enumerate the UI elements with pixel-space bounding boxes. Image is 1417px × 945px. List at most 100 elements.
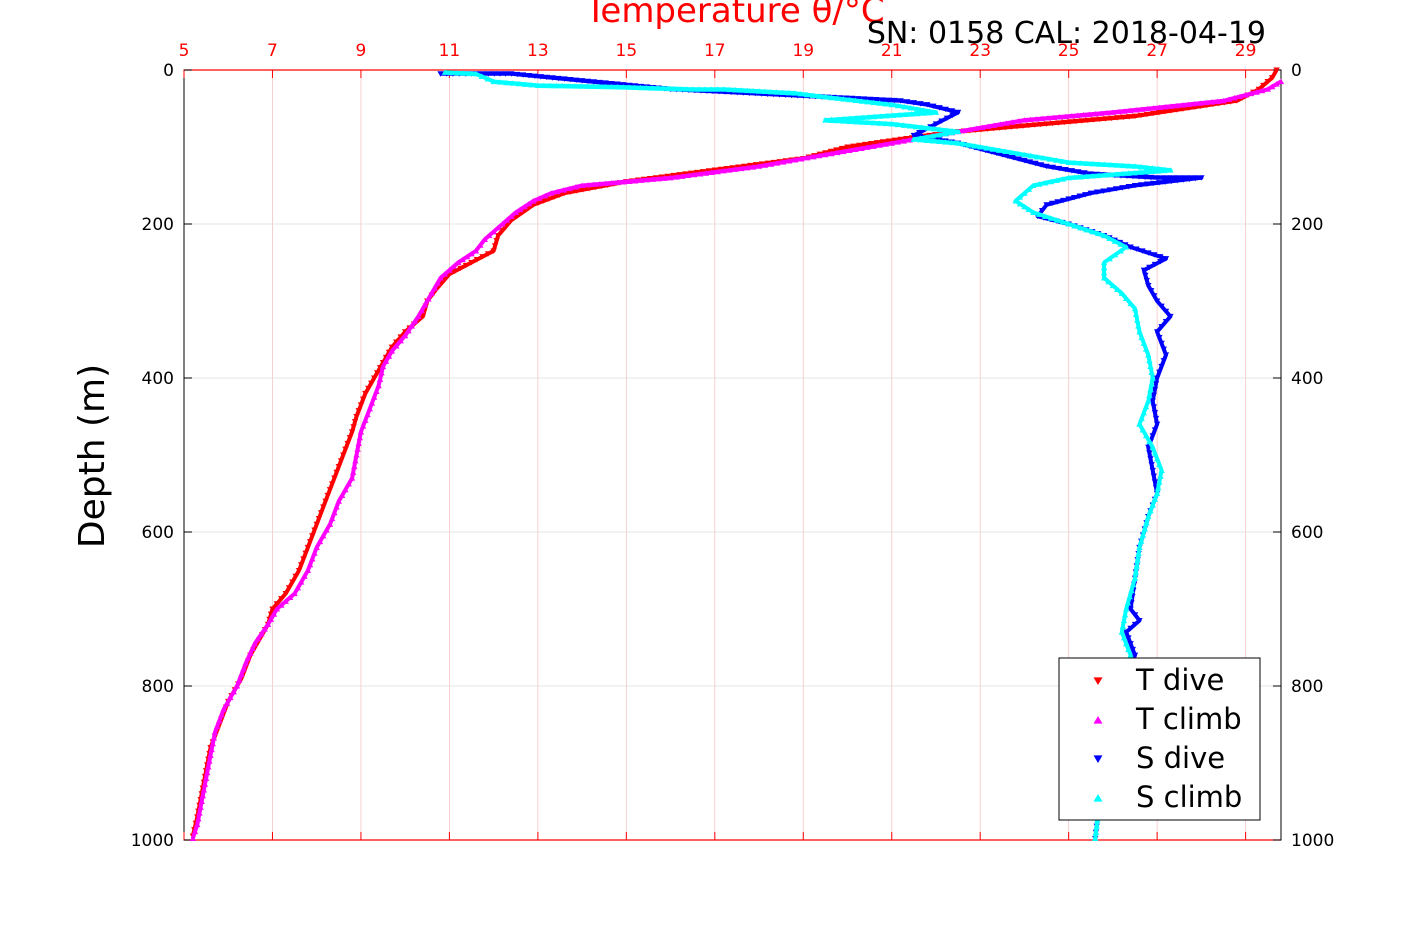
data-point <box>1100 269 1108 276</box>
data-point <box>306 561 314 568</box>
data-point <box>522 81 529 87</box>
data-point <box>1156 461 1163 468</box>
data-point <box>1133 246 1140 252</box>
data-point <box>861 96 868 102</box>
data-point <box>1119 623 1127 629</box>
data-point <box>701 86 709 92</box>
data-point <box>1127 641 1134 647</box>
data-point <box>499 221 506 227</box>
data-point <box>355 408 362 414</box>
data-point <box>528 81 535 88</box>
data-point <box>1074 169 1082 175</box>
data-point <box>218 711 225 718</box>
data-point <box>1092 835 1099 842</box>
data-point <box>761 88 769 95</box>
data-point <box>876 100 883 106</box>
data-point <box>1127 244 1134 250</box>
data-point <box>331 475 338 481</box>
data-point <box>1242 92 1249 98</box>
data-point <box>938 118 945 124</box>
x-tick-label: 15 <box>616 41 638 61</box>
data-point <box>856 142 863 149</box>
data-point <box>1100 275 1108 281</box>
data-point <box>484 76 491 82</box>
data-point <box>1122 295 1130 301</box>
data-point <box>1146 392 1153 398</box>
data-point <box>876 142 883 148</box>
data-point <box>455 259 462 266</box>
data-point <box>1131 652 1139 659</box>
data-point <box>196 810 203 816</box>
data-point <box>1145 513 1152 520</box>
data-point <box>240 665 247 672</box>
data-point <box>1231 95 1238 101</box>
data-point <box>876 120 883 126</box>
data-point <box>472 248 480 254</box>
data-point <box>1035 181 1043 187</box>
data-point <box>254 635 262 642</box>
data-point <box>1155 110 1163 116</box>
data-point <box>1136 544 1143 550</box>
data-point <box>1043 121 1050 127</box>
data-point <box>454 70 461 76</box>
data-point <box>584 78 592 85</box>
data-point <box>1021 151 1028 158</box>
data-point <box>393 339 400 345</box>
data-point <box>846 147 853 154</box>
data-point <box>1050 114 1058 121</box>
x-tick-label: 17 <box>704 41 726 61</box>
legend-marker <box>1093 793 1103 802</box>
data-point <box>491 71 498 77</box>
data-point <box>637 177 645 183</box>
data-point <box>614 179 621 185</box>
data-point <box>269 606 276 612</box>
data-point <box>1157 473 1164 479</box>
data-point <box>683 86 691 92</box>
data-point <box>494 232 502 239</box>
data-point <box>1054 199 1061 205</box>
data-point <box>1156 479 1163 485</box>
data-point <box>457 265 464 272</box>
data-point <box>1109 109 1117 115</box>
data-point <box>536 195 543 201</box>
data-point <box>496 71 504 77</box>
data-point <box>1277 78 1285 85</box>
data-point <box>1142 403 1150 410</box>
data-point <box>942 130 949 137</box>
data-point <box>1021 117 1028 123</box>
data-point <box>514 71 521 78</box>
data-point <box>1025 206 1033 213</box>
data-point <box>1172 175 1180 181</box>
data-point <box>1138 415 1145 421</box>
data-point <box>579 187 587 193</box>
data-point <box>1100 259 1108 266</box>
data-point <box>451 268 459 275</box>
data-point <box>1089 228 1096 235</box>
data-point <box>1077 160 1084 166</box>
data-point <box>565 83 572 89</box>
data-point <box>602 180 609 187</box>
data-point <box>270 611 278 617</box>
data-point <box>1151 450 1159 456</box>
data-point <box>966 126 974 133</box>
data-point <box>534 82 542 88</box>
data-point <box>1151 410 1159 416</box>
data-point <box>1149 398 1156 404</box>
data-point <box>1147 174 1155 181</box>
data-point <box>521 203 528 210</box>
data-point <box>479 71 487 77</box>
data-point <box>1035 211 1043 217</box>
data-point <box>1125 646 1132 652</box>
data-point <box>1068 168 1076 174</box>
data-point <box>1129 646 1137 653</box>
data-point <box>914 110 921 117</box>
data-point <box>306 539 314 545</box>
data-point <box>311 550 318 556</box>
data-point <box>1145 250 1152 256</box>
data-point <box>572 184 580 190</box>
data-point <box>732 87 739 93</box>
data-point <box>846 96 853 103</box>
data-point <box>365 385 372 392</box>
data-point <box>1161 167 1168 174</box>
data-point <box>493 238 500 244</box>
